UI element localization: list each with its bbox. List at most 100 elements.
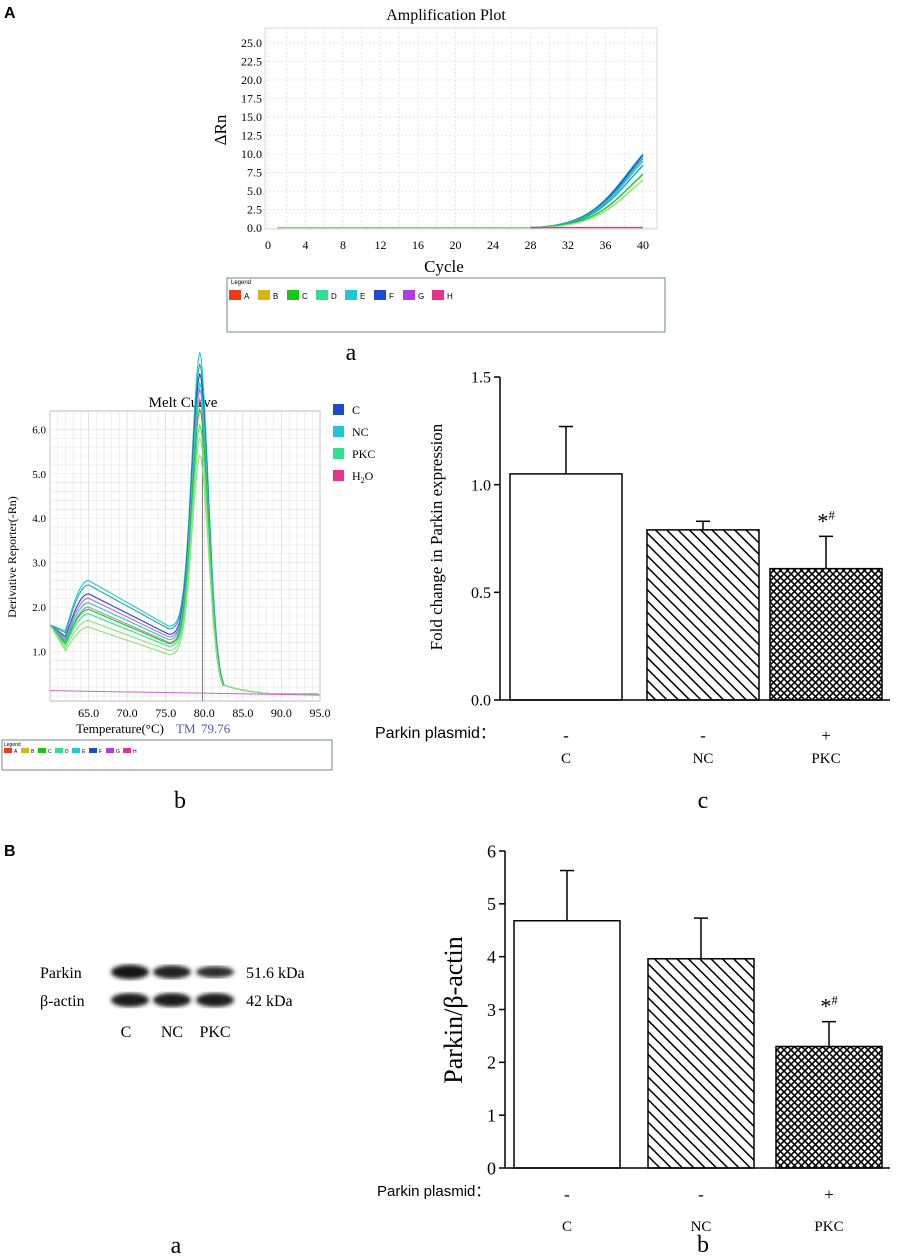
melt-y-label: Derivative Reporter(-Rn) [5, 496, 19, 618]
ratio-bars: *# [513, 869, 883, 1169]
amp-x-tick: 32 [562, 238, 574, 252]
melt-x-tick: 85.0 [232, 706, 253, 720]
melt-legend-label: H2O [352, 469, 374, 485]
amp-legend: A B C D E F G H [229, 290, 453, 301]
amp-title: Amplification Plot [386, 7, 506, 24]
ratio-plasmid-C: - [564, 1185, 570, 1204]
amp-legend-box [226, 277, 666, 333]
amp-y-label: ΔRn [211, 114, 230, 145]
melt-y-tick: 2.0 [32, 602, 46, 614]
melt-legend-swatch [333, 426, 344, 437]
melt-legend-bottom-label-H: H [133, 749, 137, 755]
ratio-bar-NC [647, 958, 755, 1169]
blot-labels: Parkin 51.6 kDa β-actin 42 kDa C NC PKC [40, 965, 305, 1041]
melt-y-tick: 5.0 [32, 469, 46, 481]
ratio-y-tick-label: 1 [487, 1105, 496, 1125]
melt-legend-bottom-swatch-H [123, 748, 131, 753]
ratio-y-tick-label: 5 [487, 894, 496, 914]
melt-y-tick: 4.0 [32, 513, 46, 525]
fold-significance: *# [817, 508, 835, 533]
melt-legend-bottom-swatch-D [55, 748, 63, 753]
amp-y-tick: 10.0 [241, 147, 262, 161]
ratio-bar-C [513, 919, 621, 1169]
melt-plot-area [49, 410, 321, 702]
fold-category-C: C [561, 751, 571, 767]
amp-y-tick: 17.5 [241, 91, 262, 105]
blot-band-0-PKC [196, 966, 234, 978]
amp-legend-swatch-D [316, 290, 328, 300]
amplification-plot: Amplification Plot 0.0 2.5 5.0 7.5 10.0 12.5 1… [211, 7, 666, 366]
amp-x-tick: 16 [412, 238, 424, 252]
melt-y-tick: 1.0 [32, 647, 46, 659]
melt-x-tick: 95.0 [310, 706, 331, 720]
fold-categories: - C - NC + PKC [561, 726, 841, 767]
ratio-y-label: Parkin/β-actin [439, 936, 468, 1084]
melt-legend-box [1, 739, 333, 771]
melt-x-tick: 80.0 [194, 706, 215, 720]
amp-y-tick: 12.5 [241, 128, 262, 142]
melt-legend-bottom-label-G: G [116, 749, 120, 755]
ratio-y-tick-label: 2 [487, 1053, 496, 1073]
blot-band-0-C [111, 964, 149, 980]
melt-y-tick: 6.0 [32, 424, 46, 436]
melt-legend-swatch [333, 470, 344, 481]
fold-y-ticks: 0.0 0.5 1.0 1.5 [471, 370, 500, 710]
melt-curve-m10 [49, 453, 319, 695]
melt-x-tick: 90.0 [271, 706, 292, 720]
melt-legend-bottom-label-A: A [14, 749, 18, 755]
amp-legend-label-B: B [273, 292, 278, 301]
amp-x-tick: 4 [303, 238, 309, 252]
melt-x-tick: 70.0 [117, 706, 138, 720]
melt-x-tick: 65.0 [78, 706, 99, 720]
melt-legend-label: C [352, 403, 360, 417]
melt-curves [49, 352, 321, 701]
amp-y-tick: 22.5 [241, 54, 262, 68]
melt-legend-swatch [333, 404, 344, 415]
amp-legend-label-H: H [447, 292, 453, 301]
fold-bar-PKC [769, 567, 883, 701]
amp-legend-swatch-G [403, 290, 415, 300]
melt-legend-bottom-swatch-B [21, 748, 29, 753]
amp-y-tick: 7.5 [247, 165, 262, 179]
fold-plasmid-label: Parkin plasmid： [375, 725, 496, 742]
melt-legend-label: PKC [352, 447, 375, 461]
blot-row-label: β-actin [40, 993, 85, 1010]
fold-plasmid-C: - [563, 726, 569, 745]
blot-band-1-C [111, 993, 149, 1007]
amp-legend-label-D: D [331, 292, 337, 301]
blot-bands [111, 964, 234, 1007]
amp-y-tick: 15.0 [241, 110, 262, 124]
fold-change-chart: *# 0.0 0.5 1.0 1.5 Fold change in Parkin ex… [375, 370, 890, 814]
melt-y-tick: 3.0 [32, 558, 46, 570]
western-blot: Parkin 51.6 kDa β-actin 42 kDa C NC PKC a [40, 958, 305, 1257]
melt-x-ticks: 65.0 70.0 75.0 80.0 85.0 90.0 95.0 [78, 706, 330, 720]
melt-legend-bottom-swatch-E [72, 748, 80, 753]
sub-label-c-mid: c [698, 788, 709, 814]
amp-y-tick: 0.0 [247, 221, 262, 235]
ratio-chart: *# 0 1 2 3 4 5 6 Parkin/β-actin Parkin plasmid… [377, 841, 890, 1257]
melt-legend: C NC PKC H2O [333, 403, 375, 485]
melt-legend-bottom-swatch-G [106, 748, 114, 753]
melt-y-ticks: 1.0 2.0 3.0 4.0 5.0 6.0 [32, 424, 46, 658]
melt-legend-swatch [333, 448, 344, 459]
amp-x-tick: 36 [600, 238, 612, 252]
melt-legend-bottom-label-C: C [48, 749, 52, 755]
fold-plasmid-PKC: + [821, 726, 831, 745]
fold-y-tick-label: 0.5 [471, 585, 491, 602]
blot-lane-label-C: C [121, 1024, 132, 1041]
melt-legend-bottom-label-B: B [31, 749, 35, 755]
blot-row-size: 51.6 kDa [246, 965, 305, 982]
amp-x-tick: 12 [375, 238, 387, 252]
amp-legend-swatch-E [345, 290, 357, 300]
blot-lane-label-PKC: PKC [199, 1024, 230, 1041]
melt-tm-value: 79.76 [201, 721, 231, 736]
sub-label-a-bottom: a [171, 1233, 182, 1257]
panel-label-b: B [4, 843, 16, 860]
ratio-plasmid-label: Parkin plasmid： [377, 1183, 490, 1200]
fold-y-label: Fold change in Parkin expression [427, 423, 446, 650]
amp-legend-swatch-H [432, 290, 444, 300]
ratio-category-NC: NC [691, 1219, 712, 1235]
melt-curve-plot: Melt Curve 1.0 2.0 3.0 4.0 5.0 6.0 65.0 70.0 75… [1, 352, 375, 814]
amp-x-ticks: 0 4 8 12 16 20 24 28 32 36 40 [265, 238, 649, 252]
